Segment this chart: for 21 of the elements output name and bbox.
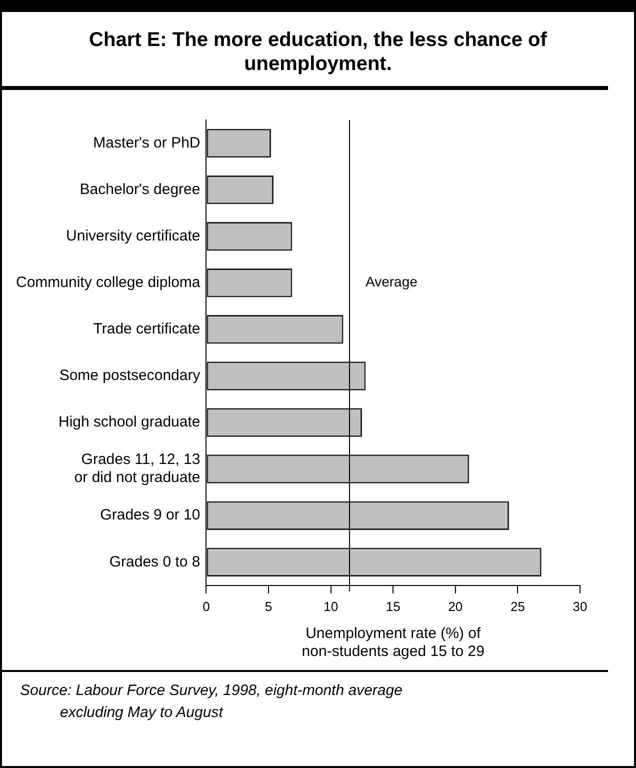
chart-title: Chart E: The more education, the less chance of unemployment.: [88, 28, 548, 76]
x-tick-label: 25: [510, 598, 525, 614]
x-tick-label: 0: [202, 598, 210, 614]
y-tick-label: Grades 0 to 8: [109, 553, 200, 570]
x-tick-label: 20: [448, 598, 463, 614]
ref-line-label: Average: [366, 274, 418, 290]
y-tick-label: Community college diploma: [16, 274, 201, 292]
y-tick-label: Bachelor's degree: [80, 180, 200, 198]
y-tick-label: High school graduate: [58, 414, 200, 431]
y-tick-label: Trade certificate: [93, 320, 200, 338]
y-tick-label: Grades 9 or 10: [100, 506, 200, 524]
y-tick-label: Some postsecondary: [59, 367, 201, 384]
x-tick-label: 5: [264, 598, 272, 614]
source-note: Source: Labour Force Survey, 1998, eight-month average excluding May to August: [20, 681, 402, 723]
y-tick-label: Grades 11, 12, 13 or did not graduate: [74, 451, 200, 486]
x-tick-label: 10: [324, 598, 338, 614]
x-tick-label: 15: [386, 598, 400, 614]
x-tick-label: 30: [572, 598, 588, 614]
y-tick-label: Master's or PhD: [93, 134, 200, 152]
x-axis-title: Unemployment rate (%) of non-students aged 15 to 29: [302, 625, 484, 660]
y-tick-label: University certificate: [66, 227, 200, 244]
